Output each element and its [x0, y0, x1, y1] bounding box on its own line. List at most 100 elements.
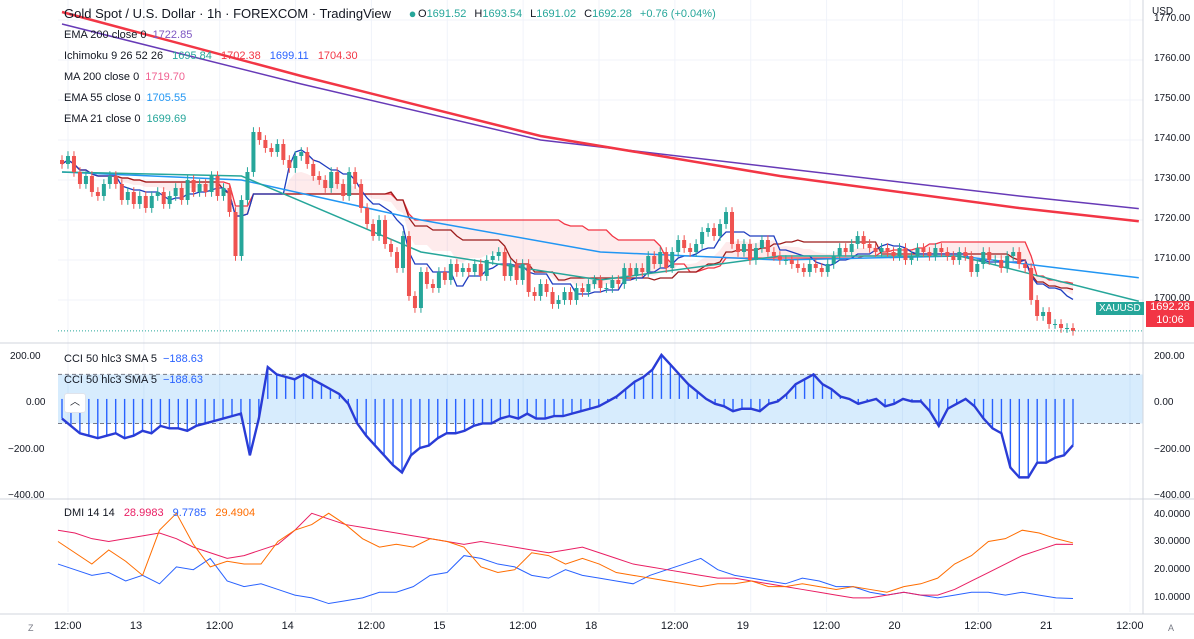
time-tick: 19	[736, 620, 749, 632]
ohlc-readout: O1691.52 H1693.54 L1691.02 C1692.28 +0.7…	[418, 8, 716, 20]
legend-ema55[interactable]: EMA 55 close 0 1705.55	[64, 92, 187, 104]
candle-body	[897, 248, 902, 256]
candle-body	[634, 268, 639, 276]
candle-body	[927, 252, 932, 256]
candle-body	[694, 244, 699, 252]
cci-band	[58, 374, 1143, 424]
grid	[58, 0, 1143, 612]
price-tick: 1700.00	[1154, 293, 1191, 304]
candle-body	[215, 176, 220, 196]
time-tick: 12:00	[660, 620, 689, 632]
ma-line-ema-200	[61, 23, 1139, 210]
currency-label[interactable]: USD	[1152, 6, 1174, 17]
candle-body	[377, 220, 382, 236]
candle-body	[616, 280, 621, 284]
candle-body	[993, 260, 998, 261]
candle-body	[406, 236, 411, 296]
candle-body	[735, 244, 740, 252]
candle-body	[849, 244, 854, 252]
last-price-tag: 1692.28 10:06	[1146, 301, 1194, 327]
candle-body	[909, 256, 914, 260]
candle-body	[759, 240, 764, 248]
time-tick: 12:00	[509, 620, 537, 632]
candle-body	[975, 264, 980, 272]
price-tick: 1770.00	[1154, 13, 1191, 24]
price-tick: 1740.00	[1154, 133, 1191, 144]
candle-body	[1005, 256, 1010, 268]
auto-scale-button[interactable]: A	[1168, 623, 1175, 633]
legend-cci[interactable]: CCI 50 hlc3 SMA 5 −188.63	[64, 353, 204, 365]
candle-body	[664, 252, 669, 268]
candle-body	[400, 236, 405, 268]
cci-tick: 0.00	[1154, 397, 1174, 408]
candle-body	[628, 268, 633, 276]
candle-body	[203, 184, 208, 192]
candle-body	[131, 192, 136, 204]
candle-body	[640, 268, 645, 272]
candle-body	[383, 220, 388, 244]
legend-cci-2[interactable]: CCI 50 hlc3 SMA 5 −188.63	[64, 374, 204, 386]
candle-body	[712, 228, 717, 236]
candle-body	[257, 132, 262, 140]
dmi-line-di	[57, 555, 1074, 605]
candle-body	[233, 212, 238, 256]
candle-body	[574, 288, 579, 300]
zoom-corner-icon[interactable]: Z	[28, 623, 34, 633]
time-tick: 12:00	[54, 620, 82, 632]
cci-tick-left: 200.00	[10, 351, 41, 362]
dmi-line-adx	[57, 512, 1074, 593]
price-tick: 1760.00	[1154, 53, 1191, 64]
time-tick: 12:00	[964, 620, 992, 632]
candle-body	[688, 248, 693, 252]
candle-body	[275, 144, 280, 152]
candle-body	[1041, 312, 1046, 316]
cci-line	[61, 352, 1074, 479]
candle-body	[179, 188, 184, 200]
cci-tick-left: 0.00	[26, 397, 46, 408]
candle-body	[65, 156, 70, 164]
candle-body	[1059, 324, 1064, 328]
candle-body	[454, 264, 459, 272]
candle-body	[765, 240, 770, 252]
candle-body	[502, 252, 507, 276]
candle-body	[155, 192, 160, 196]
candle-body	[125, 192, 130, 200]
candle-body	[119, 184, 124, 200]
candle-body	[676, 240, 681, 252]
candle-body	[813, 264, 818, 268]
candle-body	[831, 256, 836, 264]
price-tick: 1730.00	[1154, 173, 1191, 184]
candle-body	[305, 152, 310, 164]
candle-body	[855, 236, 860, 244]
candle-body	[951, 256, 956, 260]
legend-ichimoku[interactable]: Ichimoku 9 26 52 26 1695.84 1702.38 1699…	[64, 50, 358, 62]
legend-ema21[interactable]: EMA 21 close 0 1699.69	[64, 113, 187, 125]
dmi-tick: 30.0000	[1154, 536, 1191, 547]
candle-body	[586, 284, 591, 292]
candle-body	[484, 260, 489, 276]
candle-body	[293, 156, 298, 168]
time-tick: 14	[281, 620, 294, 632]
symbol-tag: XAUUSD	[1096, 302, 1144, 315]
legend-ema200[interactable]: EMA 200 close 0 1722.85	[64, 29, 193, 41]
candle-body	[604, 288, 609, 289]
collapse-legend-icon[interactable]: ︿	[64, 393, 86, 413]
dmi-tick: 40.0000	[1154, 509, 1191, 520]
legend-ma200[interactable]: MA 200 close 0 1719.70	[64, 71, 185, 83]
candle-body	[161, 192, 166, 204]
candle-body	[1017, 252, 1022, 264]
candle-body	[730, 212, 735, 244]
candle-body	[670, 252, 675, 268]
candle-body	[281, 144, 286, 160]
candle-body	[843, 248, 848, 252]
candle-body	[562, 292, 567, 300]
legend-dmi[interactable]: DMI 14 14 28.9983 9.7785 29.4904	[64, 507, 256, 519]
ma-line-ma-200	[61, 10, 1139, 223]
candle-body	[185, 180, 190, 200]
candle-body	[700, 232, 705, 244]
cci-tick: −400.00	[1154, 490, 1191, 501]
candle-body	[424, 272, 429, 284]
candle-body	[981, 252, 986, 264]
chart-title: Gold Spot / U.S. Dollar · 1h · FOREXCOM …	[64, 6, 417, 21]
